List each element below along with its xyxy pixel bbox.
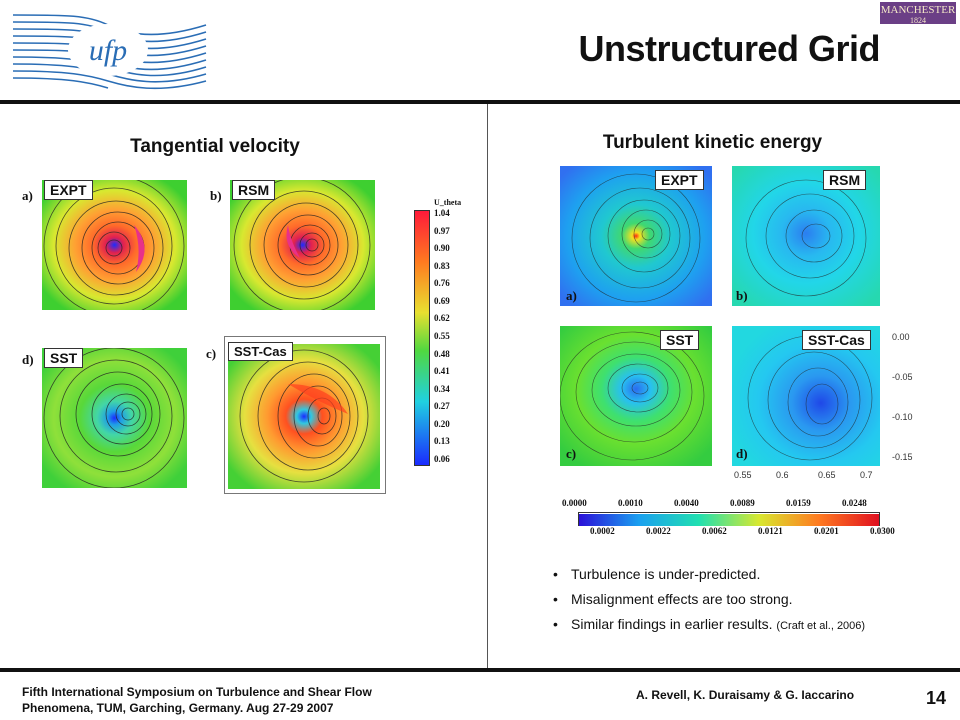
tke-plot-rsm-tag: RSM: [823, 170, 867, 190]
tke-x-tick-label: 0.65: [818, 470, 836, 480]
velocity-colorbar-tick-label: 0.34: [434, 383, 450, 394]
tke-x-tick-label: 0.55: [734, 470, 752, 480]
tke-colorbar-bottom-tick-label: 0.0201: [814, 526, 839, 536]
velocity-colorbar-tick-label: 0.76: [434, 278, 450, 289]
tke-title: Turbulent kinetic energy: [602, 132, 823, 153]
tke-colorbar-top-tick-label: 0.0248: [842, 498, 867, 508]
tke-colorbar-bottom-tick-label: 0.0300: [870, 526, 895, 536]
velocity-plot-sstcas: [228, 344, 380, 489]
velocity-contour-expt: [42, 180, 187, 310]
velocity-plot-expt-tag: EXPT: [44, 180, 93, 200]
tke-plot-sstcas-letter: d): [736, 446, 748, 461]
velocity-colorbar-tick-label: 0.69: [434, 295, 450, 306]
panel-divider: [487, 104, 488, 670]
tke-colorbar-gradient: [579, 514, 879, 526]
tke-colorbar-top-tick-label: 0.0040: [674, 498, 699, 508]
tke-colorbar-top-tick-label: 0.0159: [786, 498, 811, 508]
velocity-colorbar: [414, 210, 430, 466]
velocity-colorbar-tick-label: 0.90: [434, 243, 450, 254]
svg-text:ufp: ufp: [89, 34, 127, 67]
finding-item: Similar findings in earlier results. (Cr…: [553, 616, 865, 632]
velocity-colorbar-tick-label: 0.97: [434, 225, 450, 236]
ufp-wave-graphic: ufp: [12, 14, 207, 90]
velocity-plot-expt-letter: a): [22, 188, 33, 203]
header-rule: [0, 100, 960, 104]
tke-plot-sst-letter: c): [566, 446, 577, 461]
velocity-colorbar-tick-label: 0.13: [434, 436, 450, 447]
velocity-colorbar-tick-label: 0.62: [434, 313, 450, 324]
tke-y-tick-label: -0.15: [892, 452, 913, 462]
velocity-plot-sstcas-letter: c): [206, 346, 217, 361]
velocity-colorbar-tick-label: 0.48: [434, 348, 450, 359]
footer-rule: [0, 668, 960, 672]
page-number: 14: [926, 688, 947, 708]
tke-plot-sstcas-tag: SST-Cas: [802, 330, 871, 350]
finding-text: Misalignment effects are too strong.: [571, 591, 793, 607]
tke-x-tick-label: 0.7: [860, 470, 873, 480]
tke-y-tick-label: -0.05: [892, 372, 913, 382]
tke-y-tick-label: 0.00: [892, 332, 910, 342]
manchester-logo-text: MANCHESTER: [880, 4, 956, 16]
velocity-plot-sst-tag: SST: [44, 348, 84, 368]
finding-text: Turbulence is under-predicted.: [571, 566, 761, 582]
finding-item: Turbulence is under-predicted.: [553, 566, 865, 582]
tke-x-tick-label: 0.6: [776, 470, 789, 480]
velocity-contour-sstcas: [228, 344, 380, 489]
tke-plot-expt-letter: a): [566, 288, 577, 303]
velocity-colorbar-tick-label: 0.20: [434, 418, 450, 429]
manchester-logo: MANCHESTER 1824: [880, 2, 956, 25]
velocity-plot-rsm-letter: b): [210, 188, 222, 203]
conference-line-1: Fifth International Symposium on Turbule…: [22, 685, 372, 699]
velocity-contour-rsm: [230, 180, 375, 310]
tke-plot-expt-tag: EXPT: [655, 170, 704, 190]
tke-colorbar-top-tick-label: 0.0089: [730, 498, 755, 508]
velocity-colorbar-tick-label: 0.27: [434, 401, 450, 412]
tangential-velocity-title: Tangential velocity: [130, 136, 300, 157]
finding-text: Similar findings in earlier results.: [571, 616, 773, 632]
tke-plot-sst-tag: SST: [660, 330, 700, 350]
velocity-colorbar-tick-label: 0.83: [434, 260, 450, 271]
velocity-plot-expt: [42, 180, 187, 310]
velocity-colorbar-gradient: [415, 211, 429, 465]
finding-item: Misalignment effects are too strong.: [553, 591, 865, 607]
tke-colorbar: [578, 512, 880, 526]
tke-plot-rsm-letter: b): [736, 288, 748, 303]
tke-colorbar-top-tick-label: 0.0010: [618, 498, 643, 508]
tke-y-tick-label: -0.10: [892, 412, 913, 422]
velocity-colorbar-tick-label: 0.41: [434, 366, 450, 377]
finding-citation: (Craft et al., 2006): [776, 620, 866, 632]
slide-title: Unstructured Grid: [578, 28, 880, 69]
velocity-plot-rsm-tag: RSM: [232, 180, 276, 200]
tke-colorbar-bottom-tick-label: 0.0121: [758, 526, 783, 536]
velocity-plot-sst: [42, 348, 187, 488]
conference-name: Fifth International Symposium on Turbule…: [22, 684, 372, 716]
authors: A. Revell, K. Duraisamy & G. Iaccarino: [636, 688, 855, 702]
tke-colorbar-bottom-tick-label: 0.0022: [646, 526, 671, 536]
conference-line-2: Phenomena, TUM, Garching, Germany. Aug 2…: [22, 701, 334, 715]
velocity-plot-sstcas-tag: SST-Cas: [228, 342, 293, 361]
manchester-logo-year: 1824: [910, 16, 926, 25]
findings-list: Turbulence is under-predicted. Misalignm…: [553, 566, 865, 641]
velocity-plot-sstcas-frame: [224, 336, 386, 494]
tke-colorbar-bottom-tick-label: 0.0002: [590, 526, 615, 536]
velocity-colorbar-tick-label: 0.06: [434, 454, 450, 464]
velocity-colorbar-title: U_theta: [434, 198, 462, 207]
velocity-contour-sst: [42, 348, 187, 488]
velocity-colorbar-tick-label: 0.55: [434, 331, 450, 341]
velocity-plot-sst-letter: d): [22, 352, 34, 367]
velocity-plot-rsm: [230, 180, 375, 310]
velocity-colorbar-tick-label: 1.04: [434, 208, 450, 218]
tke-colorbar-bottom-tick-label: 0.0062: [702, 526, 727, 536]
tke-colorbar-top-tick-label: 0.0000: [562, 498, 587, 508]
ufp-logo: ufp: [8, 2, 208, 90]
